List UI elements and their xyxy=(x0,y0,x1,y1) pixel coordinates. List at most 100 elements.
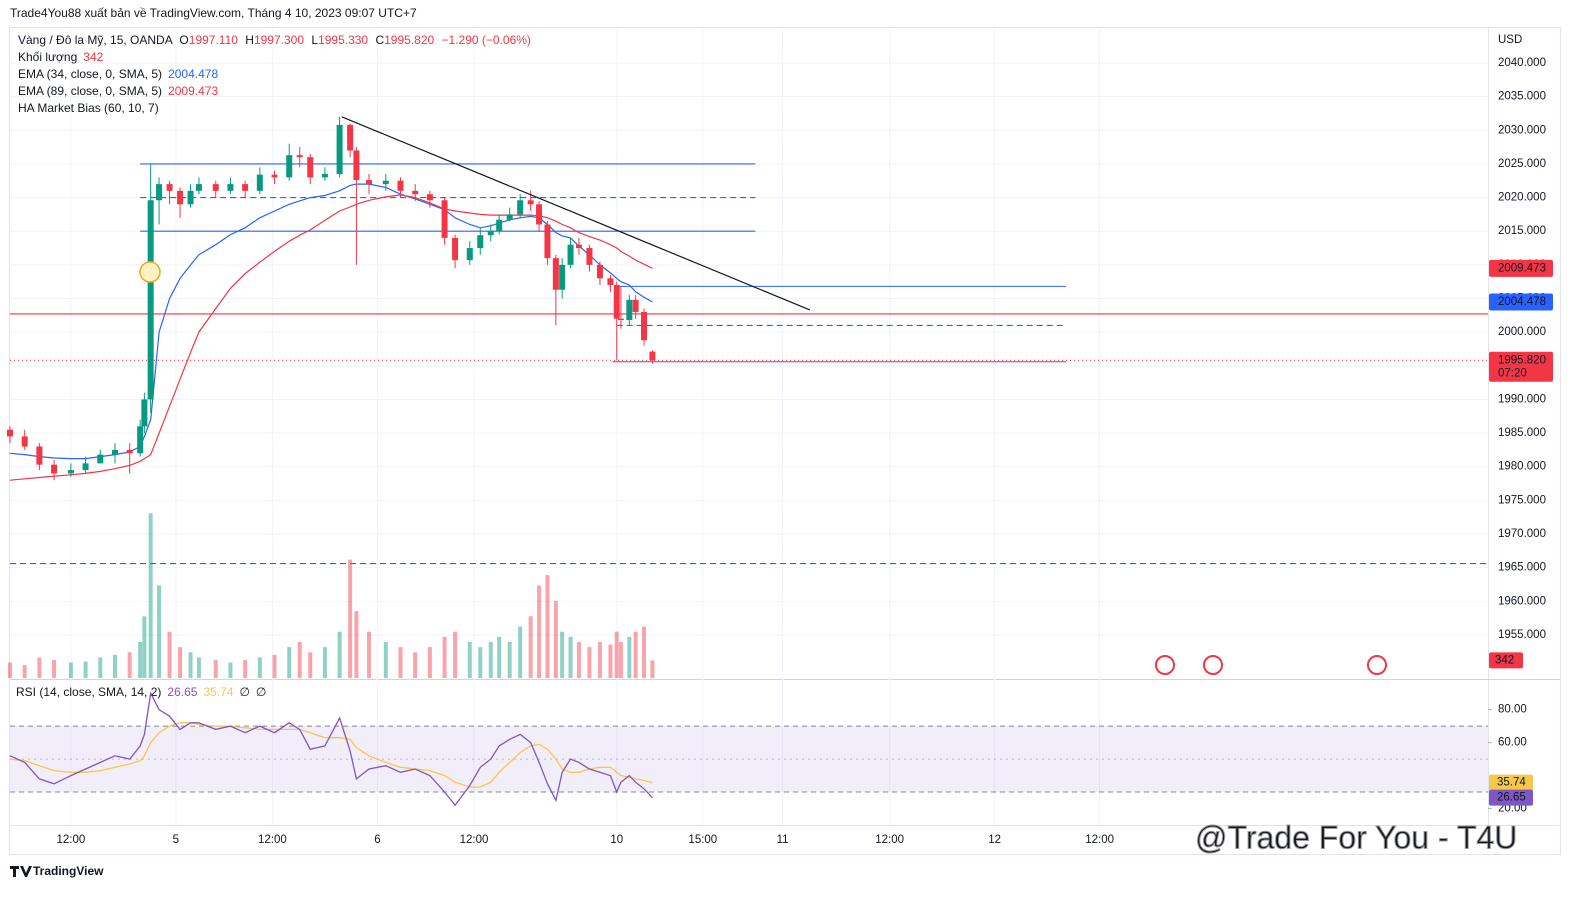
candle-body xyxy=(7,429,13,437)
candle-body xyxy=(649,351,656,361)
candle-body xyxy=(242,184,249,191)
y-tick-label: 2035.000 xyxy=(1498,91,1546,103)
symbol-legend: Vàng / Đô la Mỹ, 15, OANDA O1997.110 H19… xyxy=(18,33,531,47)
x-tick-label: 5 xyxy=(173,834,179,846)
indicator-value: 342 xyxy=(83,50,103,64)
y-tick-label: 1980.000 xyxy=(1498,461,1546,473)
volume-bar xyxy=(257,657,262,678)
x-tick-label: 12 xyxy=(988,834,1001,846)
y-tick-label: 1960.000 xyxy=(1498,595,1546,607)
indicator-legend: EMA (34, close, 0, SMA, 5) 2004.478 xyxy=(18,67,218,81)
candle-body xyxy=(307,157,314,178)
volume-bar xyxy=(413,652,418,678)
candle-body xyxy=(506,214,513,220)
candle-body xyxy=(111,449,118,455)
event-flag[interactable] xyxy=(1203,655,1223,675)
candle-body xyxy=(607,278,614,286)
volume-bar xyxy=(83,661,88,678)
price-label-box xyxy=(1489,351,1553,382)
volume-label-box xyxy=(1489,652,1523,669)
volume-bar xyxy=(98,657,103,678)
candle-body xyxy=(212,184,219,191)
ohlc-change: −1.290 (−0.06%) xyxy=(442,33,531,47)
candle-body xyxy=(544,224,551,259)
volume-bar xyxy=(597,641,602,678)
price-label: 1995.820 xyxy=(1498,354,1546,366)
ohlc-key: C xyxy=(375,33,384,47)
volume-bar xyxy=(545,575,550,678)
indicator-name: Khối lượng xyxy=(18,50,77,64)
price-label: 2004.478 xyxy=(1498,296,1546,308)
volume-bar xyxy=(243,659,248,678)
brand: TradingView xyxy=(33,864,104,878)
candle-body xyxy=(586,248,593,265)
y-tick-label: 2020.000 xyxy=(1498,192,1546,204)
x-tick-label: 12:00 xyxy=(258,834,287,846)
volume-bar xyxy=(507,641,512,678)
candle-body xyxy=(336,124,343,175)
indicator-legend: EMA (89, close, 0, SMA, 5) 2009.473 xyxy=(18,84,218,98)
volume-bar xyxy=(157,585,162,678)
volume-bar xyxy=(608,644,613,678)
candle-body xyxy=(596,264,603,279)
volume-bar xyxy=(650,660,655,678)
candle-body xyxy=(559,264,566,290)
volume-bar xyxy=(22,665,27,678)
candle-body xyxy=(441,200,448,238)
candle-body xyxy=(286,155,293,178)
y-tick-label: 2030.000 xyxy=(1498,124,1546,136)
candle-body xyxy=(517,200,524,215)
candle-body xyxy=(271,174,278,178)
volume-bar xyxy=(427,647,432,678)
trendline xyxy=(341,116,811,311)
event-flag[interactable] xyxy=(1367,655,1387,675)
candle-body xyxy=(626,299,633,321)
indicator-name: HA Market Bias (60, 10, 7) xyxy=(18,101,159,115)
volume-bar xyxy=(497,636,502,678)
volume-bar xyxy=(614,631,619,678)
candle-body xyxy=(412,190,419,195)
candle-body xyxy=(353,150,360,181)
ohlc-key: L xyxy=(311,33,318,47)
volume-bar xyxy=(178,647,183,678)
y-tick-label: 1955.000 xyxy=(1498,629,1546,641)
candle-body xyxy=(82,463,89,471)
symbol: Vàng / Đô la Mỹ, 15, OANDA xyxy=(18,33,173,47)
candle-body xyxy=(477,235,484,249)
rsi-tick-label: 60.00 xyxy=(1498,737,1527,749)
volume-bar xyxy=(398,647,403,678)
currency: USD xyxy=(1498,34,1522,46)
candle-body xyxy=(187,190,194,205)
volume-bar xyxy=(287,647,292,678)
candle-body xyxy=(126,449,133,454)
event-flag[interactable] xyxy=(1155,655,1175,675)
candle-body xyxy=(321,174,328,178)
volume-bar xyxy=(633,631,638,678)
volume-bar xyxy=(213,659,218,678)
volume-bar xyxy=(308,652,313,678)
candle-body xyxy=(641,311,648,341)
price-label-box xyxy=(1489,259,1553,277)
volume-bar xyxy=(272,654,277,678)
candle-body xyxy=(227,184,234,191)
y-tick-label: 2000.000 xyxy=(1498,326,1546,338)
candle-body xyxy=(487,231,494,236)
volume-bar xyxy=(297,641,302,678)
candle-body xyxy=(366,180,373,185)
volume-bar xyxy=(354,611,359,678)
candle-body xyxy=(97,454,104,464)
rsi-extra: ∅ xyxy=(239,685,249,699)
candle-body xyxy=(21,436,28,447)
candle-body xyxy=(156,184,163,201)
indicator-value: 2004.478 xyxy=(168,67,218,81)
volume-bar xyxy=(196,657,201,678)
candle-body xyxy=(617,318,624,321)
volume-bar xyxy=(442,636,447,678)
y-tick-label: 1970.000 xyxy=(1498,528,1546,540)
volume-bar xyxy=(348,559,353,678)
candle-body xyxy=(575,244,582,249)
y-tick-label: 1975.000 xyxy=(1498,494,1546,506)
candle-body xyxy=(452,237,459,261)
